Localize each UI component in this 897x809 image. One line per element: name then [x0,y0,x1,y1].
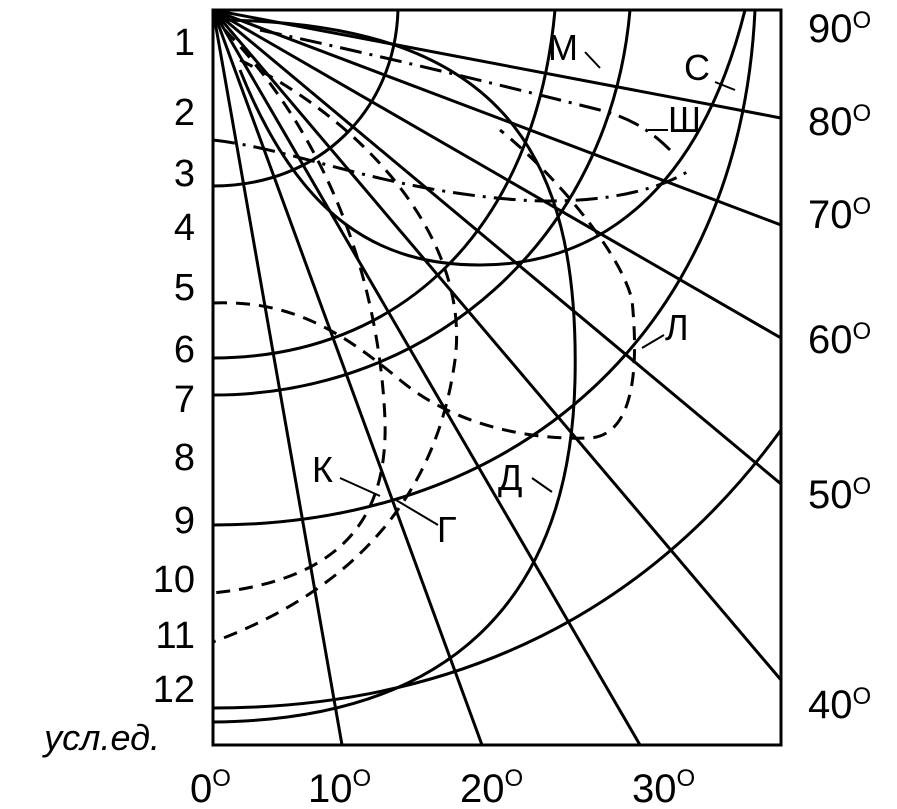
left-tick-12: 12 [153,669,195,711]
left-tick-2: 2 [174,92,195,134]
curve-k [213,28,387,595]
leader-s [714,81,736,91]
curve-sh [213,138,691,203]
leader-k [339,477,381,497]
curve-g [213,58,458,644]
leader-l [641,334,665,349]
arc [213,429,781,710]
arc-s-lower [238,10,747,267]
arc [213,10,557,360]
arc [213,10,400,188]
left-tick-1: 1 [174,22,195,64]
radial-line [213,10,781,120]
label-l: Л [665,307,689,348]
bottom-tick-0: 0O [190,765,231,809]
right-tick-40: 40O [808,683,871,727]
right-tick-50: 50O [808,473,871,517]
left-tick-9: 9 [174,500,195,542]
left-tick-6: 6 [174,329,195,371]
radial-line [213,10,344,745]
radial-line [213,10,781,340]
left-tick-7: 7 [174,379,195,421]
label-g: Г [437,509,457,550]
leader-d [531,477,553,493]
arc [213,10,757,527]
label-s: С [684,47,710,88]
left-tick-8: 8 [174,437,195,479]
label-d: Д [498,457,522,498]
right-tick-60: 60O [808,318,871,362]
left-tick-3: 3 [174,153,195,195]
right-tick-80: 80O [808,100,871,144]
left-tick-10: 10 [153,559,195,601]
right-tick-90: 90O [808,7,871,51]
curve-l [213,128,637,440]
left-tick-4: 4 [174,207,195,249]
dashed-curves [213,28,691,644]
bottom-scale: 0O 10O 20O 30O [190,765,695,809]
radial-line [213,10,781,486]
label-sh: Ш [668,99,701,140]
right-scale: 90O 80O 70O 60O 50O 40O [808,7,871,727]
arc-d [213,18,577,724]
leader-m [584,51,601,69]
label-k: К [312,449,333,490]
arc [213,10,632,397]
label-m: М [548,27,578,68]
radial-line [213,10,781,227]
right-tick-70: 70O [808,193,871,237]
bottom-tick-20: 20O [460,765,523,809]
bottom-tick-10: 10O [308,765,371,809]
leader-lines [339,51,736,526]
curve-m-dashdot [259,28,672,152]
bottom-tick-30: 30O [632,765,695,809]
left-unit-label: усл.ед. [41,717,160,758]
concentric-arcs [213,10,781,724]
radial-line [213,10,781,681]
leader-g [395,499,439,526]
radial-line [213,10,484,745]
curve-labels: М С Ш Л Д К Г [312,27,710,550]
plot-frame [211,8,783,747]
left-tick-11: 11 [156,615,195,657]
left-scale: 1 2 3 4 5 6 7 8 9 10 11 12 усл.ед. [41,22,195,758]
left-tick-5: 5 [174,267,195,309]
